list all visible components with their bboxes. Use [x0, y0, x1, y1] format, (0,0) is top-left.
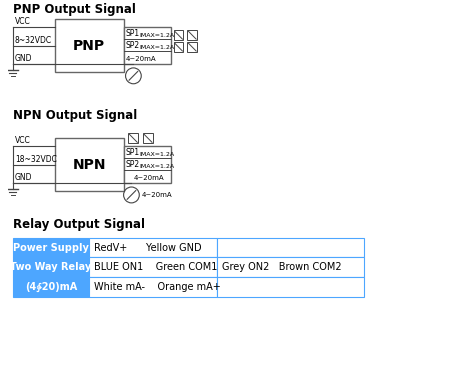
- Bar: [89, 238, 217, 258]
- Text: 4~20mA: 4~20mA: [141, 192, 172, 198]
- Text: SP1: SP1: [126, 148, 140, 157]
- Text: Two Way Relay: Two Way Relay: [10, 262, 91, 272]
- Bar: [187, 42, 197, 52]
- Text: GND: GND: [15, 54, 32, 63]
- Bar: [124, 27, 171, 64]
- Bar: [89, 258, 217, 277]
- Text: IMAX=1.2A: IMAX=1.2A: [139, 45, 174, 50]
- Text: 18~32VDC: 18~32VDC: [15, 155, 57, 164]
- Bar: [128, 133, 138, 143]
- Bar: [13, 238, 89, 258]
- Text: Power Supply: Power Supply: [13, 243, 89, 253]
- Bar: [89, 277, 217, 297]
- Text: PNP Output Signal: PNP Output Signal: [13, 3, 136, 17]
- Text: NPN Output Signal: NPN Output Signal: [13, 109, 137, 121]
- Bar: [217, 238, 364, 258]
- Text: 4~20mA: 4~20mA: [126, 56, 156, 62]
- Text: PNP: PNP: [73, 39, 105, 53]
- Text: SP2: SP2: [126, 160, 140, 169]
- Bar: [217, 277, 364, 297]
- Bar: [13, 277, 89, 297]
- Text: 4~20mA: 4~20mA: [133, 175, 164, 181]
- Bar: [55, 138, 124, 191]
- Bar: [124, 146, 171, 183]
- Bar: [217, 258, 364, 277]
- Bar: [143, 133, 153, 143]
- Bar: [173, 42, 183, 52]
- Text: SP2: SP2: [126, 41, 140, 50]
- Text: RedV+      Yellow GND: RedV+ Yellow GND: [94, 243, 202, 253]
- Text: NPN: NPN: [73, 158, 106, 172]
- Text: Relay Output Signal: Relay Output Signal: [13, 218, 145, 231]
- Text: GND: GND: [15, 173, 32, 182]
- Text: IMAX=1.2A: IMAX=1.2A: [139, 164, 174, 169]
- Text: White mA-    Orange mA+: White mA- Orange mA+: [94, 282, 221, 292]
- Text: Grey ON2   Brown COM2: Grey ON2 Brown COM2: [222, 262, 341, 272]
- Bar: [187, 30, 197, 40]
- Text: 8~32VDC: 8~32VDC: [15, 36, 52, 45]
- Text: IMAX=1.2A: IMAX=1.2A: [139, 33, 174, 38]
- Text: BLUE ON1    Green COM1: BLUE ON1 Green COM1: [94, 262, 218, 272]
- Bar: [173, 30, 183, 40]
- Text: VCC: VCC: [15, 136, 30, 145]
- Text: IMAX=1.2A: IMAX=1.2A: [139, 152, 174, 157]
- Text: (4∲20)mA: (4∲20)mA: [25, 282, 77, 293]
- Bar: [55, 19, 124, 72]
- Bar: [13, 258, 89, 277]
- Text: VCC: VCC: [15, 17, 30, 26]
- Text: SP1: SP1: [126, 29, 140, 38]
